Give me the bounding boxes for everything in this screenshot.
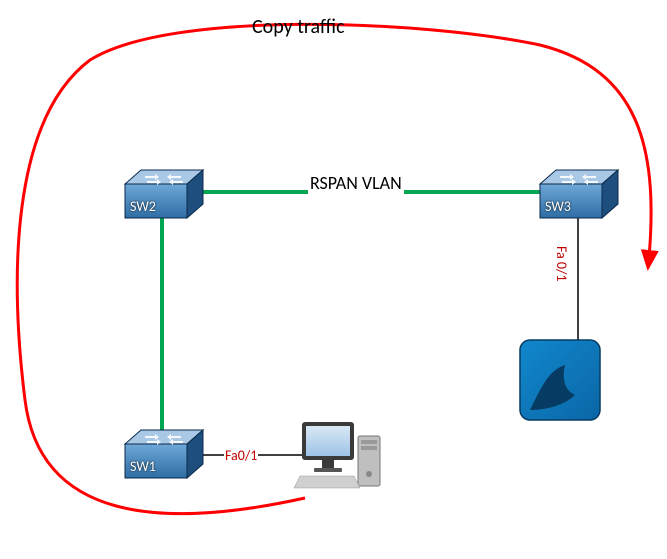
link-label-rspan: RSPAN VLAN xyxy=(308,172,404,194)
sw3-label: SW3 xyxy=(545,198,571,215)
node-wireshark xyxy=(520,340,600,420)
node-pc xyxy=(294,422,380,488)
port-label-sw1-pc: Fa0/1 xyxy=(224,447,258,464)
sw1-label: SW1 xyxy=(130,458,156,475)
port-label-sw3-ws: Fa 0/1 xyxy=(553,245,570,283)
diagram-canvas: Copy traffic RSPAN VLAN Fa0/1 Fa 0/1 SW1… xyxy=(0,0,667,559)
title-label: Copy traffic xyxy=(252,15,345,39)
sw2-label: SW2 xyxy=(130,198,156,215)
